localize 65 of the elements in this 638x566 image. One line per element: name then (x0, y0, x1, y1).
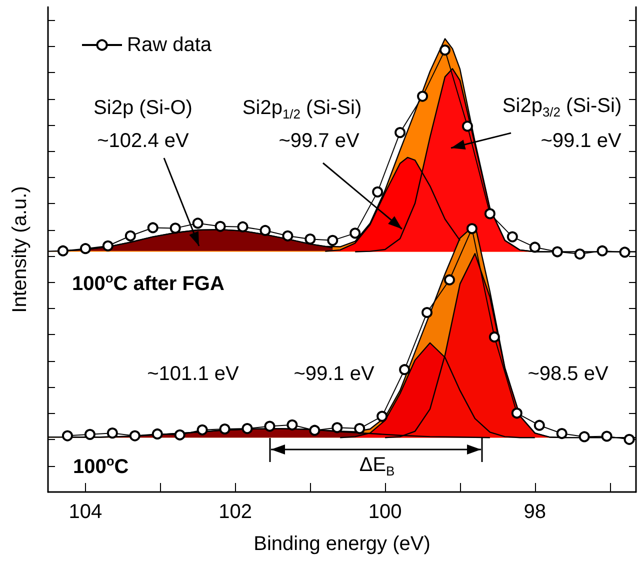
point (444, 274, 455, 286)
annotation: Si2p (Si-O) (94, 97, 192, 119)
point (309, 424, 320, 436)
point (192, 218, 204, 229)
x-tick-label: 102 (218, 501, 252, 523)
point (106, 428, 118, 439)
point (529, 242, 540, 253)
x-tick-label: 100 (368, 501, 402, 523)
point (80, 243, 91, 254)
x-axis-title: Binding energy (eV) (254, 533, 430, 555)
point (417, 90, 428, 102)
point (376, 410, 388, 422)
point (534, 420, 545, 431)
x-tick-label: 98 (524, 501, 546, 523)
point (264, 420, 276, 432)
annotation: ~98.5 eV (528, 363, 609, 385)
annotation: ~101.1 eV (147, 363, 240, 385)
point (237, 221, 248, 232)
point (422, 307, 433, 318)
point (102, 240, 114, 252)
y-axis-title: Intensity (a.u.) (9, 186, 31, 313)
point (399, 364, 410, 376)
point (327, 234, 338, 246)
x-tick-label: 104 (68, 501, 102, 523)
legend-label: Raw data (127, 34, 212, 56)
point (214, 220, 226, 232)
annotation: ~99.7 eV (278, 130, 360, 152)
point (170, 222, 181, 234)
point (488, 331, 500, 342)
annotation: ~102.4 eV (97, 130, 190, 152)
point (394, 127, 406, 138)
point (596, 245, 608, 256)
point (350, 228, 361, 239)
point (462, 120, 473, 132)
point (506, 231, 518, 242)
point (260, 224, 271, 236)
point (57, 245, 68, 256)
point (304, 234, 316, 245)
point (372, 186, 384, 198)
point (84, 428, 96, 440)
point (578, 431, 590, 442)
point (556, 428, 568, 440)
point (286, 419, 298, 430)
annotation: ~99.1 eV (540, 130, 622, 152)
point (219, 423, 230, 434)
point (574, 248, 586, 260)
point (196, 424, 208, 436)
point (440, 44, 450, 56)
annotation: ~99.1 eV (294, 363, 375, 385)
point (601, 430, 612, 442)
point (129, 430, 140, 442)
point (619, 246, 630, 258)
point (282, 230, 294, 242)
point (62, 430, 73, 442)
point (354, 423, 366, 434)
point (174, 429, 186, 440)
point (242, 423, 253, 434)
point (552, 246, 563, 258)
point (466, 223, 478, 234)
point (484, 208, 496, 220)
point (124, 230, 136, 242)
point (511, 408, 522, 419)
point (147, 222, 158, 234)
point (332, 422, 343, 434)
point (152, 428, 163, 440)
